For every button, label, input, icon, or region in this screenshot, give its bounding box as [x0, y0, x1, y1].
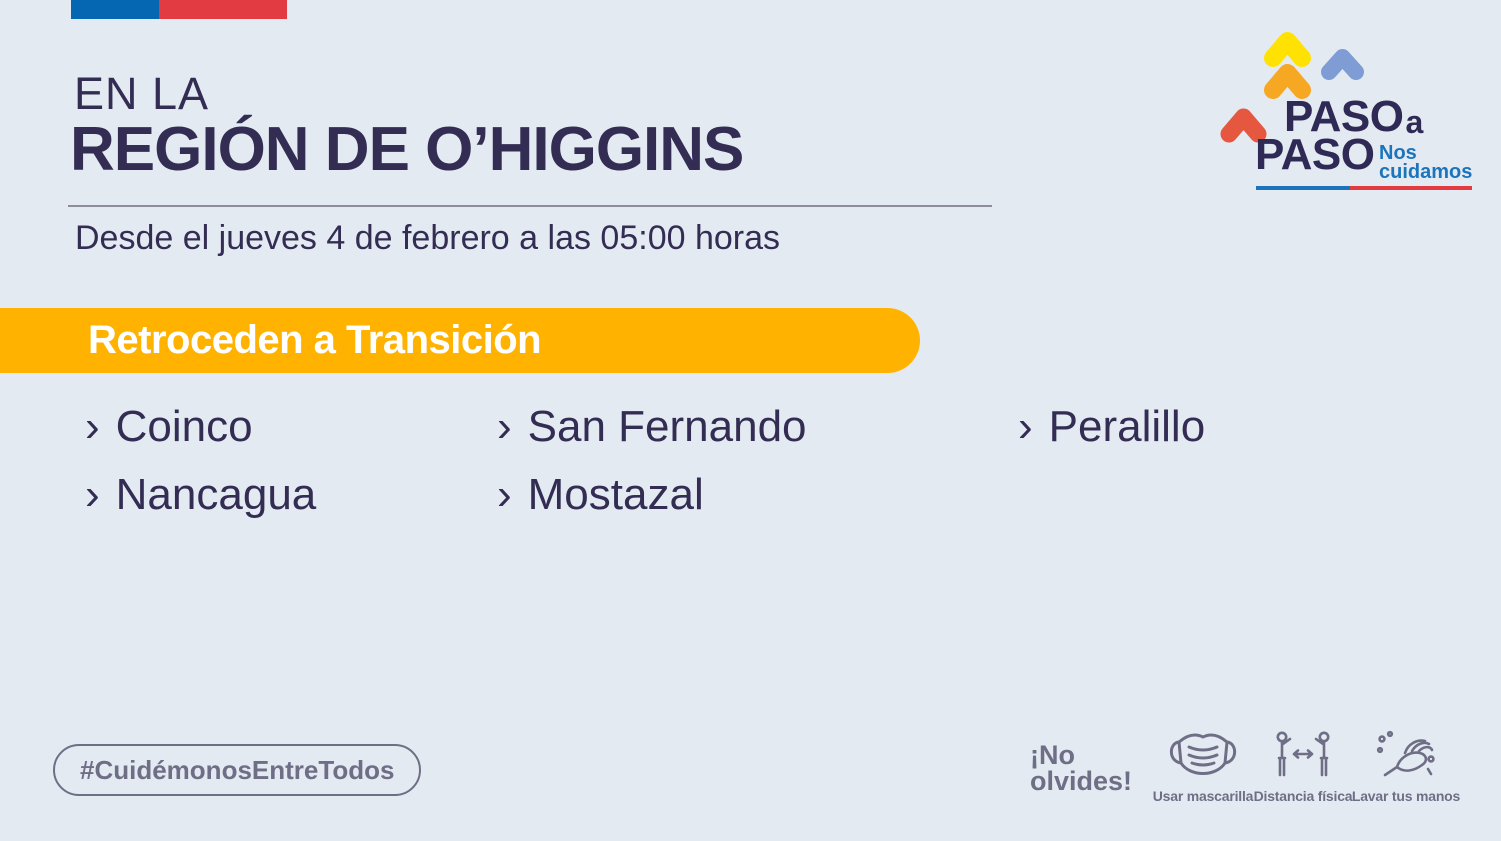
phase-banner: Retroceden a Transición [0, 308, 920, 373]
flag-blue-segment [71, 0, 159, 19]
commune-column-3: › Peralillo [1018, 402, 1205, 470]
hashtag-badge: #Cuidémonos EntreTodos [53, 744, 422, 796]
reminder-line2: olvides! [1030, 766, 1133, 796]
chile-flag-bar [71, 0, 287, 19]
region-supertitle: EN LA [74, 68, 210, 119]
list-item-mostazal: › Mostazal [497, 470, 807, 520]
effective-date-subtitle: Desde el jueves 4 de febrero a las 05:00… [75, 219, 781, 257]
handwash-icon-label: Lavar tus manos [1351, 788, 1461, 804]
reminder-heading: ¡No olvides! [1030, 740, 1133, 796]
commune-name: Peralillo [1048, 402, 1206, 451]
chevron-bullet-icon: › [85, 402, 100, 451]
chevron-bullet-icon: › [1018, 402, 1033, 451]
logo-word-paso-1: PASO a [1284, 92, 1424, 141]
distance-icon-label: Distancia física [1253, 788, 1353, 804]
underline-blue-segment [1256, 186, 1350, 190]
handwash-icon [1350, 729, 1462, 785]
distance-icon [1252, 729, 1354, 785]
hygiene-item-mask: Usar mascarilla [1152, 729, 1254, 804]
logo-tagline-line1: Nos [1379, 142, 1417, 164]
chevron-bullet-icon: › [85, 470, 100, 519]
logo-tagline-line2: cuidamos [1379, 161, 1473, 183]
chevron-bullet-icon: › [497, 402, 512, 451]
phase-banner-label: Retroceden a Transición [88, 318, 542, 362]
logo-paso-text: PASO [1284, 92, 1404, 141]
commune-column-2: › San Fernando › Mostazal [497, 402, 807, 538]
commune-name: Nancagua [115, 470, 317, 519]
page-title: REGIÓN DE O’HIGGINS [70, 115, 744, 184]
header-divider [68, 205, 992, 207]
commune-name: San Fernando [527, 402, 807, 451]
list-item-nancagua: › Nancagua [85, 470, 316, 520]
paso-a-paso-logo: PASO a PASO Nos cuidamos [1218, 26, 1480, 198]
logo-word-paso-2: PASO [1255, 130, 1375, 179]
hashtag-prefix: #Cuidémonos [80, 754, 252, 785]
underline-red-segment [1350, 186, 1472, 190]
logo-a-text: a [1405, 104, 1424, 140]
logo-underline [1256, 186, 1472, 190]
mask-icon [1152, 729, 1254, 785]
logo-step-chevrons-icon [1220, 32, 1364, 143]
list-item-peralillo: › Peralillo [1018, 402, 1205, 452]
commune-column-1: › Coinco › Nancagua [85, 402, 316, 538]
commune-name: Mostazal [527, 470, 704, 519]
logo-tagline: Nos cuidamos [1379, 142, 1473, 183]
mask-icon-label: Usar mascarilla [1152, 788, 1254, 804]
flag-red-segment [159, 0, 287, 19]
list-item-san-fernando: › San Fernando [497, 402, 807, 452]
commune-name: Coinco [115, 402, 253, 451]
hashtag-suffix: EntreTodos [251, 754, 395, 785]
reminder-line1: ¡No [1030, 740, 1075, 770]
hygiene-item-handwash: Lavar tus manos [1350, 729, 1462, 804]
list-item-coinco: › Coinco [85, 402, 316, 452]
chevron-bullet-icon: › [497, 470, 512, 519]
hygiene-item-distance: Distancia física [1252, 729, 1354, 804]
